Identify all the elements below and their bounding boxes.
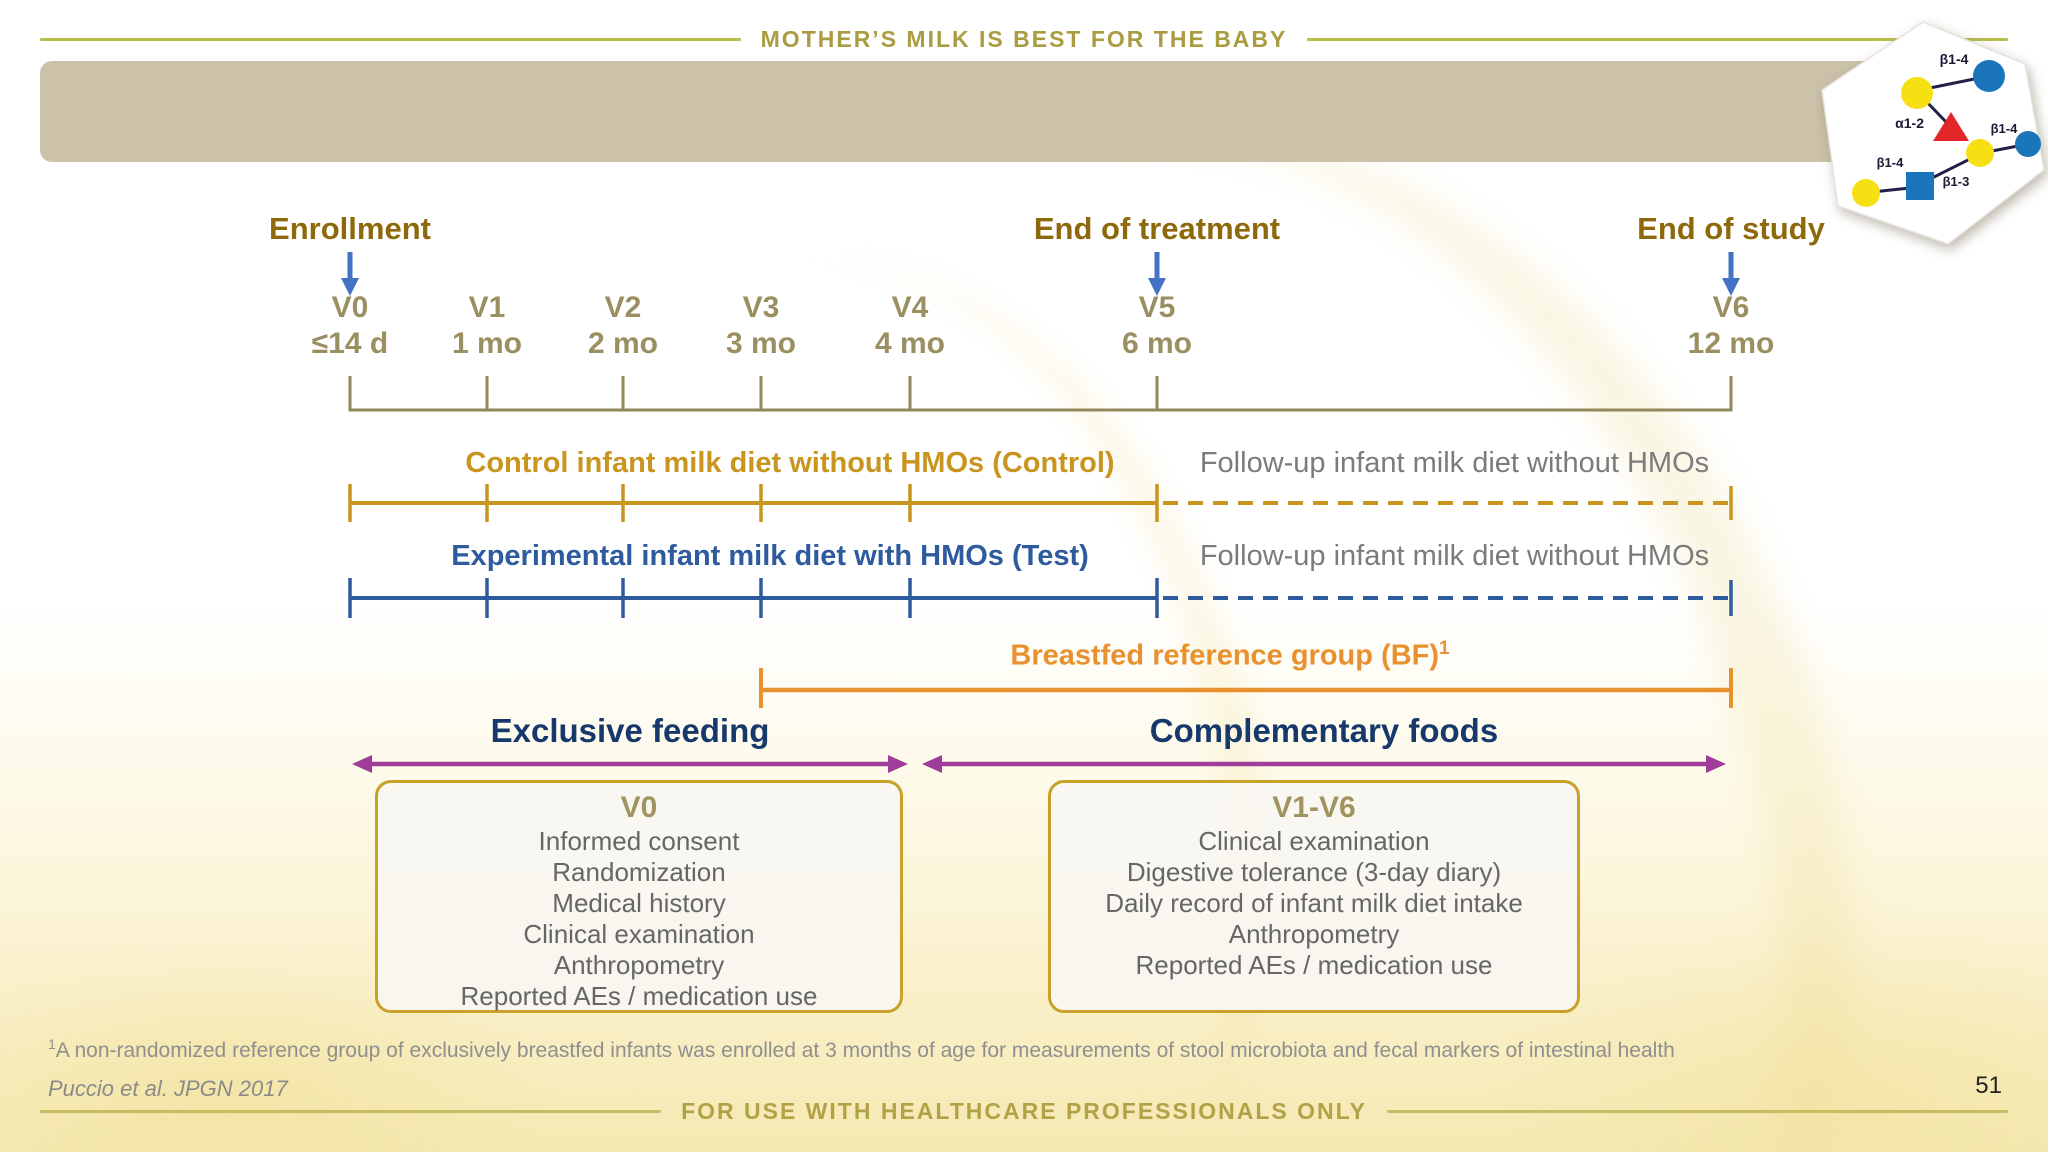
banner-line <box>40 1110 662 1113</box>
control-timeline <box>348 484 1733 522</box>
footnote: 1A non-randomized reference group of exc… <box>48 1036 1675 1063</box>
control-followup-label: Follow-up infant milk diet without HMOs <box>1199 447 1710 479</box>
visit-id: V1 <box>468 291 506 324</box>
banner-line <box>40 38 741 41</box>
visit-time: 4 mo <box>874 327 946 360</box>
assessment-item: Clinical examination <box>523 919 755 949</box>
visit-v1: V1 1 mo <box>402 290 572 362</box>
citation: Puccio et al. JPGN 2017 <box>48 1076 288 1101</box>
assessment-item: Medical history <box>552 888 726 918</box>
galactose-circle <box>1966 139 1994 167</box>
phase-exclusive-feeding: Exclusive feeding <box>490 712 770 749</box>
visit-v0: V0 ≤14 d <box>265 290 435 362</box>
banner-line <box>1307 38 2009 41</box>
visit-v4: V4 4 mo <box>825 290 995 362</box>
visit-bracket <box>348 376 1733 412</box>
assessment-item: Digestive tolerance (3-day diary) <box>1126 857 1502 887</box>
bottom-banner: FOR USE WITH HEALTHCARE PROFESSIONALS ON… <box>40 1098 2008 1125</box>
linkage-label: β1-4 <box>1991 121 2018 136</box>
linkage-label: β1-4 <box>1940 51 1969 67</box>
glcnac-square <box>1906 172 1934 200</box>
bottom-banner-text: FOR USE WITH HEALTHCARE PROFESSIONALS ON… <box>681 1098 1367 1124</box>
visit-time: 12 mo <box>1687 327 1775 360</box>
control-arm-label: Control infant milk diet without HMOs (C… <box>465 447 1115 479</box>
assessment-item: Daily record of infant milk diet intake <box>1105 888 1523 918</box>
milestone-end-of-treatment: End of treatment <box>1033 211 1281 246</box>
test-timeline <box>348 578 1733 618</box>
footnote-text: A non-randomized reference group of excl… <box>55 1039 1675 1062</box>
top-banner: MOTHER’S MILK IS BEST FOR THE BABY <box>40 26 2009 53</box>
top-banner-text: MOTHER’S MILK IS BEST FOR THE BABY <box>760 26 1288 52</box>
breastfed-label-text: Breastfed reference group (BF) <box>1010 639 1440 672</box>
fucose-triangle <box>1933 112 1969 141</box>
breastfed-footnote-ref: 1 <box>1439 638 1450 659</box>
assessment-item: Anthropometry <box>1228 919 1400 949</box>
visit-time: ≤14 d <box>311 327 389 360</box>
visit-time: 2 mo <box>587 327 659 360</box>
milestone-enrollment: Enrollment <box>269 211 431 246</box>
visit-time: 1 mo <box>451 327 523 360</box>
visit-id: V5 <box>1138 291 1176 324</box>
footnote-sup: 1 <box>48 1036 56 1052</box>
assessment-box-v0: V0 Informed consent Randomization Medica… <box>375 780 903 1013</box>
assessment-item: Clinical examination <box>1198 826 1430 856</box>
linkage-label: α1-2 <box>1895 115 1924 131</box>
test-arm-label: Experimental infant milk diet with HMOs … <box>451 540 1089 572</box>
assessment-item: Randomization <box>552 857 726 887</box>
assessment-box-v1-v6: V1-V6 Clinical examination Digestive tol… <box>1048 780 1580 1013</box>
assessment-item: Reported AEs / medication use <box>1135 950 1493 980</box>
milestone-arrows <box>341 252 1740 296</box>
assessment-item: Reported AEs / medication use <box>460 981 818 1011</box>
milestone-end-of-study: End of study <box>1637 211 1825 246</box>
feeding-phase-arrows <box>352 755 1726 773</box>
assessment-item: Informed consent <box>538 826 740 856</box>
linkage-label: β1-3 <box>1943 174 1970 189</box>
assessment-box-title: V1-V6 <box>1272 791 1356 824</box>
linkage-label: β1-4 <box>1877 155 1904 170</box>
phase-complementary-foods: Complementary foods <box>1149 712 1499 749</box>
visit-v5: V5 6 mo <box>1072 290 1242 362</box>
visit-id: V3 <box>742 291 780 324</box>
visit-time: 6 mo <box>1121 327 1193 360</box>
visit-v2: V2 2 mo <box>538 290 708 362</box>
hmo-hexagon-logo: β1-4 α1-2 β1-4 β1-3 β1-4 <box>1821 21 2045 245</box>
galactose-circle <box>1852 179 1880 207</box>
glucose-circle <box>2015 131 2041 157</box>
visit-id: V2 <box>604 291 642 324</box>
glucose-circle <box>1973 60 2005 92</box>
breastfed-arm-label: Breastfed reference group (BF)1 <box>930 638 1530 673</box>
title-bar <box>40 61 1988 162</box>
assessment-box-title: V0 <box>620 791 658 824</box>
galactose-circle <box>1901 77 1933 109</box>
visit-v6: V6 12 mo <box>1646 290 1816 362</box>
page-number: 51 <box>1975 1072 2002 1099</box>
visit-v3: V3 3 mo <box>676 290 846 362</box>
visit-id: V0 <box>331 291 369 324</box>
assessment-item: Anthropometry <box>553 950 725 980</box>
banner-line <box>1386 1110 2008 1113</box>
background-glow <box>1500 930 2048 1152</box>
visit-id: V4 <box>891 291 929 324</box>
visit-id: V6 <box>1712 291 1750 324</box>
breastfed-line <box>759 668 1733 708</box>
test-followup-label: Follow-up infant milk diet without HMOs <box>1199 540 1710 572</box>
visit-time: 3 mo <box>725 327 797 360</box>
